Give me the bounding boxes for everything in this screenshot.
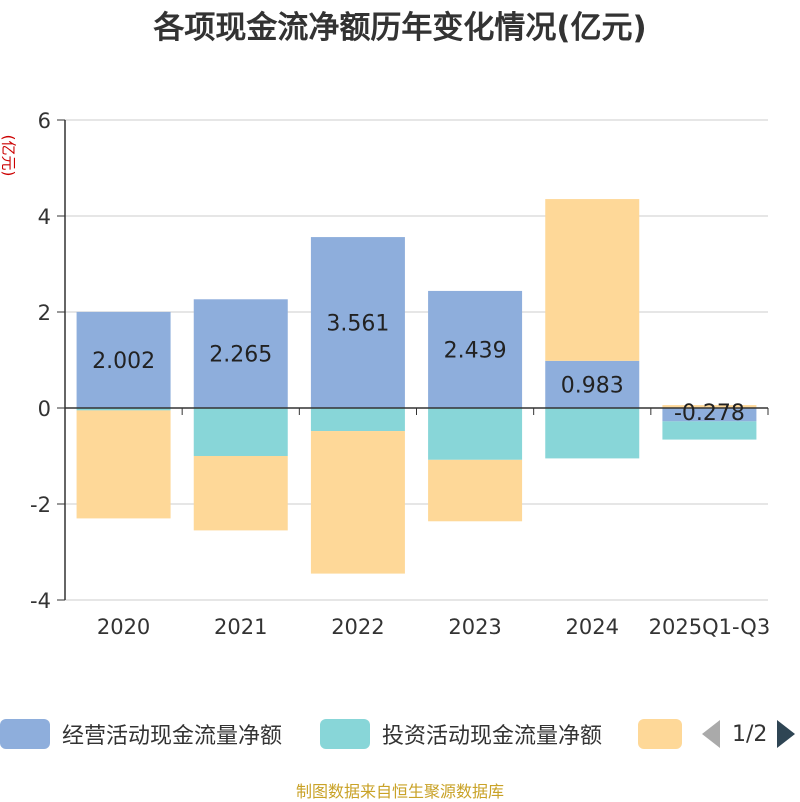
bar-3-2023	[428, 459, 523, 522]
axes: -4 -2 0 2 4 6 2020 2021 2022 2023 2024 2025Q1-Q3	[30, 109, 770, 639]
bar-2-2025Q1-Q3	[662, 421, 757, 440]
legend-pager: 1/2	[700, 716, 800, 752]
bar-1-2020	[76, 311, 171, 408]
x-tick-label: 2023	[448, 615, 501, 639]
legend-swatch-investing	[320, 719, 370, 749]
bar-1-2021	[193, 299, 288, 408]
legend-swatch-third	[638, 719, 682, 749]
data-label: 2.439	[444, 338, 507, 363]
legend-label-investing: 投资活动现金流量净额	[382, 724, 603, 749]
data-label: -0.278	[674, 401, 745, 426]
y-tick-label: 4	[38, 205, 51, 229]
chart-title: 各项现金流净额历年变化情况(亿元)	[153, 10, 647, 46]
bar-3-2024	[545, 199, 640, 361]
bar-3-2025Q1-Q3	[662, 405, 757, 408]
pager-text: 1/2	[732, 721, 768, 747]
source-note: 制图数据来自恒生聚源数据库	[295, 782, 504, 801]
pager-prev-icon[interactable]	[702, 720, 720, 748]
legend-swatch-operating	[0, 719, 50, 749]
bar-chart: -4 -2 0 2 4 6 2020 2021 2022 2023 2024 2025Q1-Q3 2.…	[30, 109, 770, 639]
bar-2-2021	[193, 408, 288, 456]
bar-1-2023	[428, 290, 523, 408]
legend-label-operating: 经营活动现金流量净额	[62, 724, 283, 749]
bar-2-2020	[76, 408, 171, 411]
bar-2-2023	[428, 408, 523, 460]
bars	[76, 199, 757, 574]
bar-2-2024	[545, 408, 640, 459]
bar-3-2021	[193, 456, 288, 531]
data-label: 0.983	[561, 373, 624, 398]
y-tick-label: 6	[38, 109, 51, 133]
data-label: 2.265	[209, 343, 272, 368]
bar-1-2025Q1-Q3	[662, 408, 757, 422]
x-tick-label: 2022	[331, 615, 384, 639]
bar-1-2024	[545, 360, 640, 408]
x-tick-label: 2020	[97, 615, 150, 639]
y-tick-label: 2	[38, 301, 51, 325]
x-tick-label: 2024	[566, 615, 619, 639]
data-label: 3.561	[326, 312, 389, 337]
legend-item-operating[interactable]: 经营活动现金流量净额	[0, 716, 282, 752]
legend-item-investing[interactable]: 投资活动现金流量净额	[320, 716, 602, 752]
x-tick-label: 2021	[214, 615, 267, 639]
y-tick-label: -2	[30, 493, 51, 517]
bar-1-2022	[310, 237, 405, 408]
bar-3-2020	[76, 410, 171, 519]
data-labels: 2.002 2.265 3.561 2.439 0.983 -0.278	[92, 312, 745, 426]
pager-next-icon[interactable]	[777, 720, 796, 748]
y-tick-label: 0	[38, 397, 51, 421]
bar-2-2022	[310, 408, 405, 432]
x-tick-label: 2025Q1-Q3	[649, 615, 771, 639]
y-tick-label: -4	[30, 589, 51, 613]
data-label: 2.002	[92, 349, 155, 374]
bar-3-2022	[310, 431, 405, 574]
legend-item-third[interactable]	[638, 716, 682, 752]
